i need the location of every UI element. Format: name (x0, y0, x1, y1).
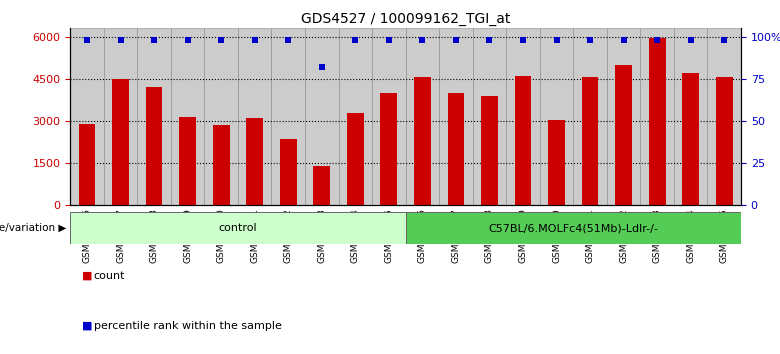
Bar (305, 28, 339, 205)
Bar (238, 28, 271, 205)
Bar (716, 78, 732, 205)
Bar (582, 78, 598, 205)
Text: ■: ■ (82, 271, 92, 281)
Bar (515, 76, 531, 205)
Point (417, 37, 429, 43)
Bar (540, 28, 573, 205)
Bar (171, 28, 204, 205)
Bar (339, 28, 372, 205)
Bar (70, 212, 406, 244)
Bar (70, 28, 104, 205)
Point (685, 37, 697, 43)
Point (215, 37, 228, 43)
Bar (246, 118, 263, 205)
Bar (607, 28, 640, 205)
Point (618, 37, 630, 43)
Point (718, 37, 730, 43)
Bar (314, 166, 330, 205)
Text: count: count (94, 271, 125, 281)
Point (282, 37, 295, 43)
Bar (213, 125, 229, 205)
Point (516, 37, 529, 43)
Bar (473, 28, 506, 205)
Bar (137, 28, 171, 205)
Point (484, 37, 496, 43)
Bar (406, 28, 439, 205)
Bar (79, 124, 95, 205)
Bar (439, 28, 473, 205)
Bar (548, 120, 565, 205)
Point (349, 37, 361, 43)
Point (81, 37, 94, 43)
Text: C57BL/6.MOLFc4(51Mb)-Ldlr-/-: C57BL/6.MOLFc4(51Mb)-Ldlr-/- (488, 223, 658, 233)
Bar (682, 73, 699, 205)
Point (651, 37, 663, 43)
Bar (280, 139, 296, 205)
Bar (481, 96, 498, 205)
Bar (448, 93, 464, 205)
Bar (179, 117, 196, 205)
Bar (347, 113, 363, 205)
Title: GDS4527 / 100099162_TGI_at: GDS4527 / 100099162_TGI_at (301, 12, 510, 26)
Point (315, 64, 328, 70)
Bar (573, 28, 607, 205)
Bar (414, 78, 431, 205)
Point (148, 37, 161, 43)
Point (181, 37, 193, 43)
Bar (381, 93, 397, 205)
Point (550, 37, 562, 43)
Text: control: control (218, 223, 257, 233)
Bar (707, 28, 741, 205)
Bar (406, 212, 741, 244)
Bar (615, 65, 632, 205)
Point (449, 37, 462, 43)
Bar (649, 38, 665, 205)
Bar (640, 28, 674, 205)
Bar (674, 28, 707, 205)
Bar (372, 28, 406, 205)
Point (114, 37, 126, 43)
Bar (506, 28, 540, 205)
Text: percentile rank within the sample: percentile rank within the sample (94, 321, 282, 331)
Point (583, 37, 596, 43)
Text: ■: ■ (82, 321, 92, 331)
Bar (112, 79, 129, 205)
Bar (146, 87, 162, 205)
Point (248, 37, 261, 43)
Bar (271, 28, 305, 205)
Bar (204, 28, 238, 205)
Text: genotype/variation ▶: genotype/variation ▶ (0, 223, 66, 233)
Point (383, 37, 395, 43)
Bar (104, 28, 137, 205)
